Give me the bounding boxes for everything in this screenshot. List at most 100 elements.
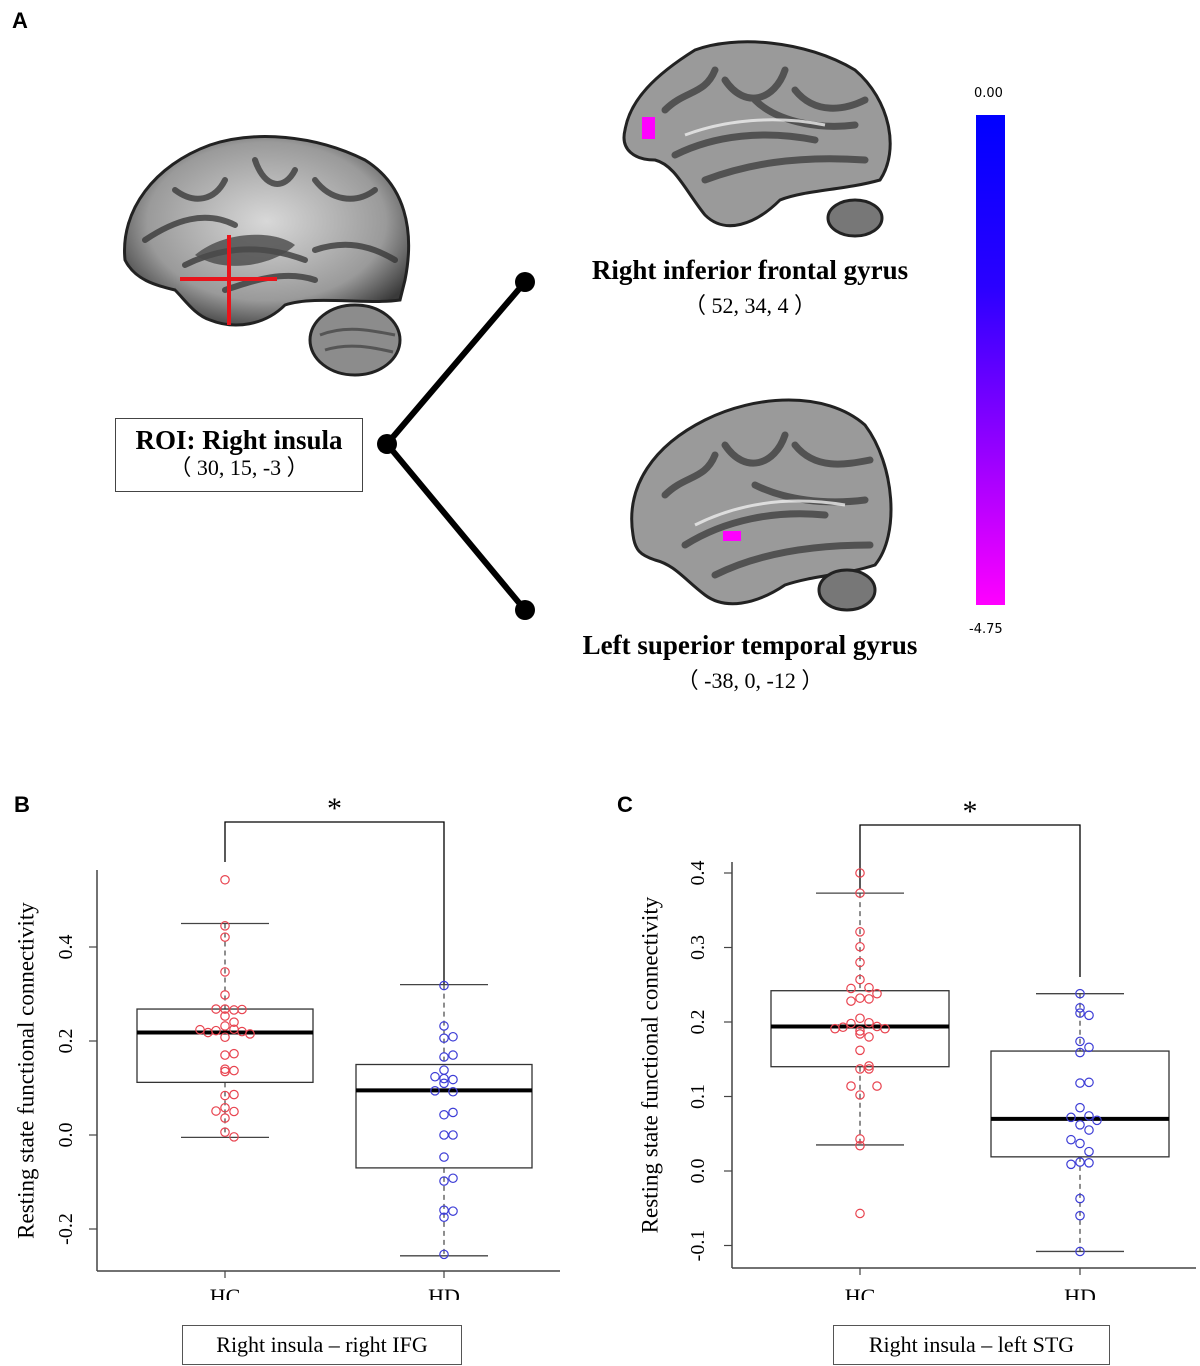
data-point-hd [448, 1173, 458, 1184]
data-point-hd [1075, 1193, 1085, 1204]
significance-marker: * [963, 795, 978, 828]
data-point-hc [220, 1004, 230, 1014]
roi-title: ROI: Right insula [135, 425, 343, 455]
data-point-hc [855, 1029, 865, 1039]
data-point-hc [846, 983, 856, 994]
data-point-hc [855, 1026, 865, 1036]
data-point-hc [220, 874, 230, 885]
significance-marker: * [327, 792, 342, 825]
data-point-hd [1075, 1210, 1085, 1221]
chart-b-caption: Right insula – right IFG [182, 1325, 462, 1365]
data-point-hc [855, 1013, 865, 1024]
data-point-hc [872, 988, 882, 999]
x-tick-label: HD [428, 1284, 460, 1300]
data-point-hc [229, 1048, 239, 1059]
stg-node [515, 600, 535, 620]
data-point-hd [439, 1152, 449, 1162]
data-point-hd [1075, 1120, 1085, 1130]
data-point-hd [1075, 1047, 1085, 1058]
colorbar-max-label: 0.00 [974, 86, 1003, 101]
data-point-hc [220, 990, 230, 1000]
data-point-hc [855, 927, 865, 937]
data-point-hd [1075, 988, 1085, 999]
y-tick-label: 0.3 [687, 935, 709, 960]
y-tick-label: -0.1 [687, 1230, 709, 1262]
data-point-hc [220, 1102, 230, 1113]
data-point-hc [245, 1029, 255, 1039]
data-point-hc [211, 1106, 221, 1116]
colorbar [976, 115, 1005, 605]
data-point-hd [448, 1031, 458, 1042]
data-point-hd [1075, 1157, 1085, 1167]
box-hd [355, 1063, 533, 1169]
stg-cluster [723, 531, 741, 541]
data-point-hd [430, 1071, 440, 1082]
data-point-hd [448, 1050, 458, 1060]
y-tick-label: 0.4 [687, 861, 709, 886]
significance-bracket [859, 824, 1081, 977]
chart-c-caption: Right insula – left STG [833, 1325, 1110, 1365]
data-point-hd [1084, 1125, 1094, 1135]
data-point-hd [439, 980, 449, 991]
stg-brain-image [630, 398, 893, 612]
data-point-hd [1075, 1008, 1085, 1018]
roi-label-box: ROI: Right insula （ 30, 15, -3 ） [115, 418, 363, 492]
data-point-hd [439, 1212, 449, 1223]
roi-node [377, 434, 397, 454]
y-tick-label: 0.2 [55, 1029, 77, 1054]
data-point-hc [872, 1081, 882, 1091]
connection-line-stg [384, 442, 528, 612]
connection-line-ifg [384, 280, 528, 446]
data-point-hd [448, 1130, 458, 1140]
data-point-hc [220, 1127, 230, 1137]
y-tick-label: 0.0 [687, 1159, 709, 1184]
panel-letter-b: B [14, 792, 30, 817]
x-tick-label: HC [210, 1284, 241, 1300]
data-point-hc [220, 1050, 230, 1060]
data-point-hc [220, 967, 230, 977]
data-point-hc [220, 1090, 230, 1101]
crosshair-icon [180, 235, 277, 325]
data-point-hd [439, 1065, 449, 1075]
data-point-hd [439, 1249, 449, 1260]
data-point-hd [1084, 1077, 1094, 1088]
ifg-cluster [642, 117, 655, 139]
data-point-hc [220, 1032, 230, 1043]
ifg-node [515, 272, 535, 292]
data-point-hc [864, 1061, 874, 1071]
y-tick-label: 0.4 [55, 935, 77, 960]
data-point-hd [1084, 1010, 1094, 1021]
data-point-hd [439, 1033, 449, 1043]
data-point-hd [448, 1074, 458, 1085]
y-tick-label: 0.1 [687, 1084, 709, 1109]
ifg-brain-image [622, 40, 892, 238]
data-point-hd [448, 1206, 458, 1216]
y-tick-label: -0.2 [55, 1213, 77, 1245]
data-point-hc [846, 996, 856, 1006]
box-hc [770, 990, 950, 1068]
data-point-hd [439, 1109, 449, 1120]
data-point-hc [855, 1134, 865, 1144]
data-point-hd [1075, 1138, 1085, 1149]
ifg-region-coordinates: （ 52, 34, 4 ） [683, 293, 816, 318]
y-axis-label: Resting state functional connectivity [13, 902, 38, 1239]
data-point-hc [229, 1017, 239, 1027]
data-point-hc [220, 1064, 230, 1074]
data-point-hc [229, 1065, 239, 1076]
data-point-hc [220, 1021, 230, 1031]
ifg-region-title: Right inferior frontal gyrus [591, 255, 909, 285]
data-point-hd [448, 1086, 458, 1097]
data-point-hc [220, 1066, 230, 1077]
data-point-hc [220, 932, 230, 942]
data-point-hc [855, 1090, 865, 1100]
roi-brain-image [123, 135, 411, 377]
data-point-hd [1092, 1115, 1102, 1126]
data-point-hc [237, 1004, 247, 1015]
data-point-hc [855, 1208, 865, 1219]
significance-bracket [224, 821, 445, 984]
roi-coordinates: （ 30, 15, -3 ） [169, 455, 309, 480]
data-point-hc [855, 941, 865, 952]
data-point-hd [439, 1176, 449, 1186]
data-point-hc [864, 1064, 874, 1074]
data-point-hc [220, 1011, 230, 1021]
